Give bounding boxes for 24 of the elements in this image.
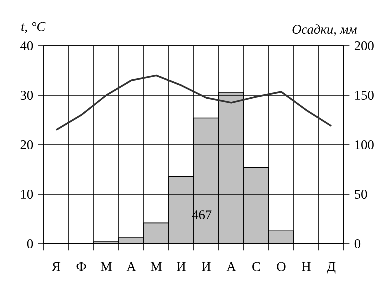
y-tick-label: 40 [20, 42, 34, 50]
y2-tick-label: 100 [356, 140, 374, 150]
y2-axis-title: Осадки, мм [292, 24, 357, 36]
x-tick-label: А [126, 262, 136, 272]
x-tick-label: Д [327, 262, 336, 274]
y2-tick-label: 0 [354, 239, 361, 248]
y-tick-label: 30 [20, 90, 34, 100]
x-tick-label: Ф [76, 262, 86, 272]
x-tick-label: М [150, 262, 162, 272]
x-tick-label: Н [302, 262, 311, 272]
y2-tick-label: 150 [356, 90, 374, 100]
x-tick-label: И [177, 262, 186, 272]
y2-tick-label: 50 [355, 190, 368, 199]
y-tick-label: 0 [27, 239, 34, 248]
x-tick-label: Я [52, 262, 61, 272]
y-tick-label: 20 [20, 140, 34, 150]
y2-tick-label: 200 [354, 42, 374, 50]
x-tick-label: С [252, 262, 260, 272]
y-axis-title: t, °C [22, 22, 46, 34]
x-tick-label: А [226, 262, 236, 272]
x-tick-label: М [100, 262, 112, 272]
x-tick-label: О [277, 262, 286, 272]
y-tick-label: 10 [21, 190, 34, 199]
x-tick-label: И [202, 262, 211, 272]
